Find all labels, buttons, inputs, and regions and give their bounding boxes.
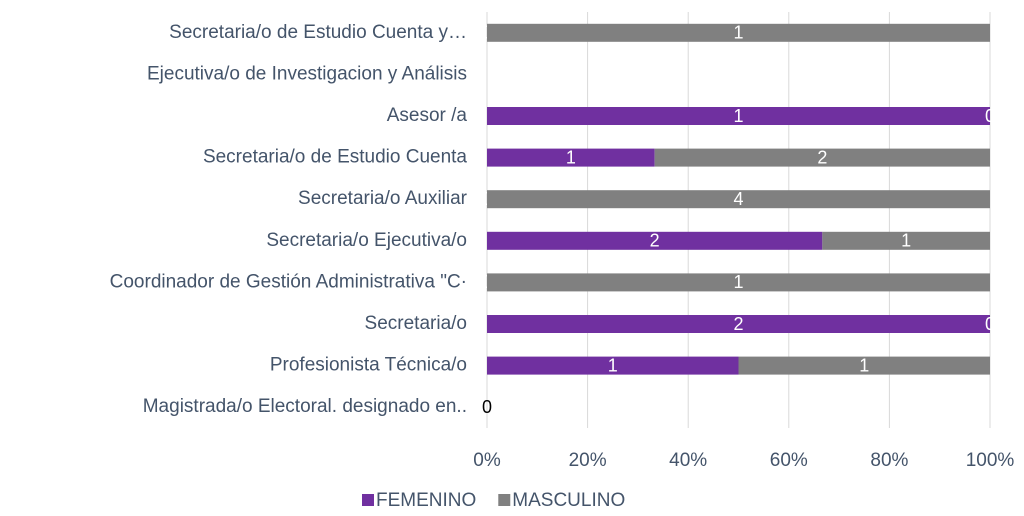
bar-segment xyxy=(487,231,823,250)
bar-segment xyxy=(738,356,990,375)
x-tick-label: 60% xyxy=(770,450,808,471)
category-label: Secretaria/o de Estudio Cuenta xyxy=(203,147,467,168)
data-label: 2 xyxy=(733,314,743,334)
x-tick-label: 100% xyxy=(966,450,1015,471)
legend-swatch xyxy=(362,494,374,506)
category-label: Asesor /a xyxy=(387,105,468,126)
legend-label: FEMENINO xyxy=(376,490,476,511)
data-label: 1 xyxy=(859,355,869,375)
bar-segment xyxy=(654,148,990,167)
bar-segment xyxy=(487,356,739,375)
data-label: 0 xyxy=(985,314,995,334)
category-label: Secretaria/o de Estudio Cuenta y… xyxy=(169,22,467,43)
category-label: Secretaria/o xyxy=(365,313,467,334)
category-label: Coordinador de Gestión Administrativa "C… xyxy=(110,271,467,292)
category-label: Secretaria/o Auxiliar xyxy=(298,188,468,209)
bar-segment xyxy=(487,23,990,42)
category-label: Ejecutiva/o de Investigacion y Análisis xyxy=(147,63,467,84)
data-label: 0 xyxy=(985,106,995,126)
bar-segment xyxy=(487,273,990,292)
data-label: 0 xyxy=(482,397,492,417)
data-label: 1 xyxy=(566,147,576,167)
bar-segment xyxy=(822,231,990,250)
bar-segment xyxy=(487,190,990,209)
category-label: Secretaria/o Ejecutiva/o xyxy=(266,230,467,251)
legend-swatch xyxy=(498,494,511,506)
x-tick-label: 20% xyxy=(569,450,607,471)
x-tick-label: 80% xyxy=(870,450,908,471)
data-label: 1 xyxy=(608,355,618,375)
data-label: 1 xyxy=(733,106,743,126)
data-label: 1 xyxy=(733,272,743,292)
data-label: 2 xyxy=(817,147,827,167)
category-label: Magistrada/o Electoral. designado en.. xyxy=(143,396,467,417)
x-tick-label: 0% xyxy=(473,450,501,471)
x-tick-label: 40% xyxy=(669,450,707,471)
data-label: 2 xyxy=(650,231,660,251)
bar-segment xyxy=(487,107,990,125)
data-label: 1 xyxy=(733,23,743,43)
bar-segment xyxy=(487,315,990,333)
data-label: 4 xyxy=(733,189,743,209)
legend-label: MASCULINO xyxy=(512,490,625,511)
category-label: Profesionista Técnica/o xyxy=(270,355,467,376)
bar-segment xyxy=(487,148,655,167)
data-label: 1 xyxy=(901,231,911,251)
